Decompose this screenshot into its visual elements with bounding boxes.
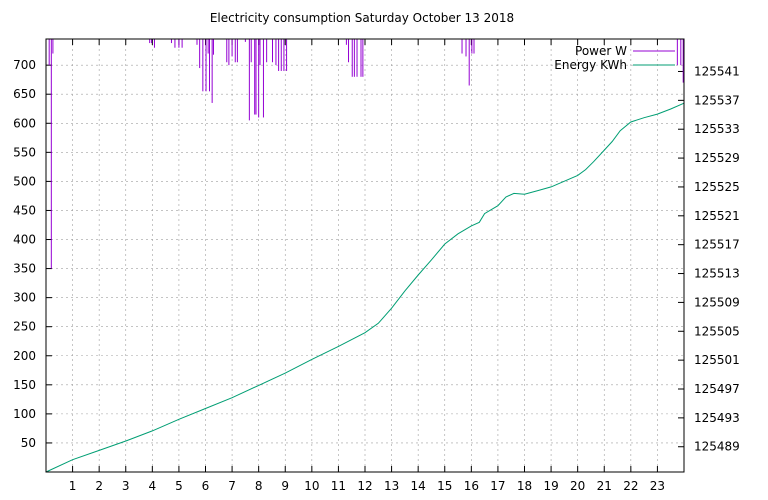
x-tick-label: 7 [228,479,236,493]
y-tick-label: 250 [13,320,36,334]
y-tick-label: 350 [13,262,36,276]
x-tick-label: 15 [437,479,452,493]
y-tick-label: 600 [13,116,36,130]
x-tick-label: 5 [175,479,183,493]
y-tick-label: 400 [13,233,36,247]
y2-tick-label: 125493 [694,411,740,425]
y2-tick-label: 125517 [694,238,740,252]
y2-axis-ticks: 125489 125493 125497 125501 125505 125509 1255… [678,64,740,454]
y2-tick-label: 125489 [694,440,740,454]
y2-tick-label: 125505 [694,324,740,338]
y2-tick-label: 125497 [694,382,740,396]
x-tick-label: 13 [384,479,399,493]
x-tick-label: 6 [202,479,210,493]
y2-tick-label: 125521 [694,209,740,223]
y-tick-label: 150 [13,378,36,392]
power-series [48,39,684,269]
x-tick-label: 21 [597,479,612,493]
y-tick-label: 50 [21,436,36,450]
x-tick-label: 9 [281,479,289,493]
y-tick-label: 450 [13,203,36,217]
y-tick-label: 300 [13,291,36,305]
y-tick-label: 500 [13,174,36,188]
y2-tick-label: 125541 [694,64,740,78]
x-tick-label: 11 [331,479,346,493]
x-tick-label: 2 [95,479,103,493]
y2-tick-label: 125537 [694,93,740,107]
chart-title: Electricity consumption Saturday October… [210,11,514,25]
legend: Power W Energy KWh [554,44,675,72]
x-tick-label: 4 [149,479,157,493]
y2-tick-label: 125513 [694,267,740,281]
x-tick-label: 8 [255,479,263,493]
y-tick-label: 100 [13,407,36,421]
y2-tick-label: 125509 [694,295,740,309]
y-tick-label: 550 [13,145,36,159]
x-tick-label: 23 [650,479,665,493]
y2-tick-label: 125529 [694,151,740,165]
x-tick-label: 19 [543,479,558,493]
y-tick-label: 650 [13,87,36,101]
y2-tick-label: 125525 [694,180,740,194]
energy-series-line [45,102,685,473]
x-tick-label: 1 [69,479,77,493]
x-tick-label: 10 [304,479,319,493]
y-tick-label: 200 [13,349,36,363]
y2-tick-label: 125501 [694,353,740,367]
x-tick-label: 16 [464,479,479,493]
y2-tick-label: 125533 [694,122,740,136]
x-tick-label: 22 [623,479,638,493]
x-axis-ticks: 1 2 3 4 5 6 7 8 9 10 11 12 13 14 15 16 17 18 19 20 21 22 23 [69,39,665,493]
grid-lines [46,39,684,472]
x-tick-label: 17 [490,479,505,493]
x-tick-label: 3 [122,479,130,493]
legend-label-power: Power W [575,44,627,58]
plot-frame [45,38,685,473]
x-tick-label: 14 [411,479,426,493]
x-tick-label: 20 [570,479,585,493]
x-tick-label: 12 [357,479,372,493]
legend-label-energy: Energy KWh [554,58,627,72]
y-tick-label: 700 [13,58,36,72]
x-tick-label: 18 [517,479,532,493]
y-axis-ticks: 50 100 150 200 250 300 350 400 450 500 550 600 650 70… [13,58,52,450]
